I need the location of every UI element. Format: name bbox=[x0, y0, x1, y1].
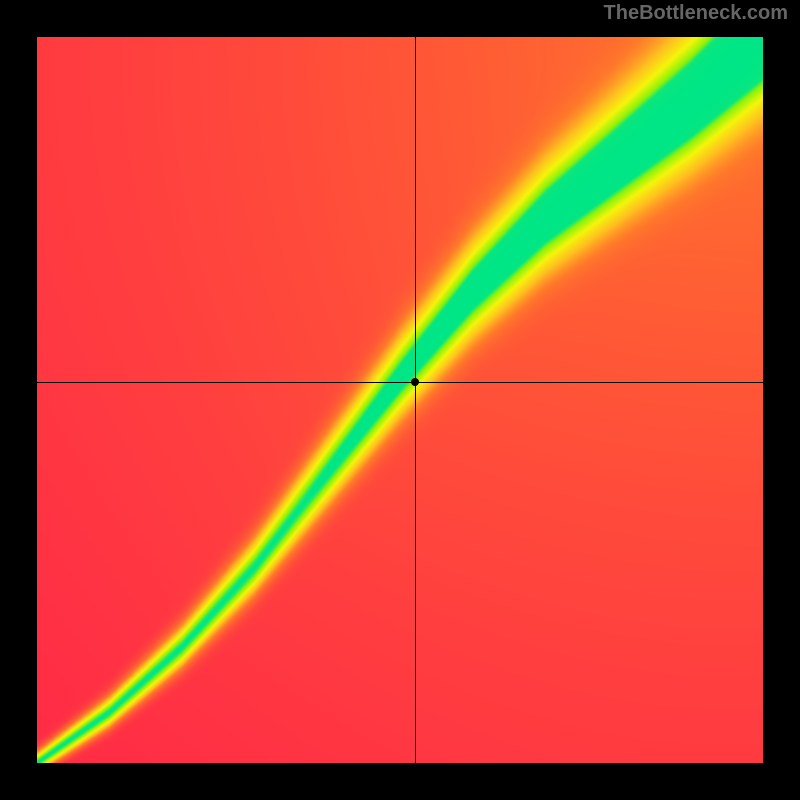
heatmap-canvas bbox=[37, 37, 763, 763]
crosshair-marker bbox=[411, 378, 419, 386]
chart-container: TheBottleneck.com bbox=[0, 0, 800, 800]
crosshair-vertical bbox=[415, 37, 416, 763]
watermark-label: TheBottleneck.com bbox=[604, 2, 788, 25]
heatmap-plot bbox=[37, 37, 763, 763]
crosshair-horizontal bbox=[37, 382, 763, 383]
